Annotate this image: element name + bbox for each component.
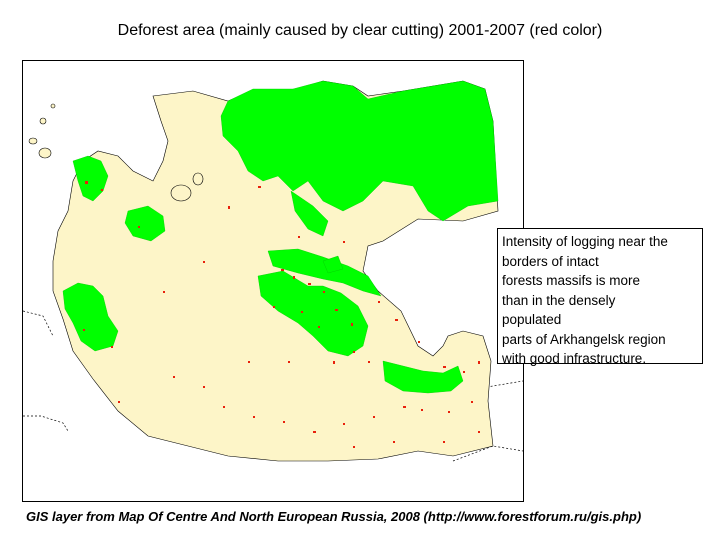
map-frame [22, 60, 524, 502]
callout-line: borders of intact [502, 253, 599, 269]
callout-line: Intensity of logging near the [502, 234, 668, 249]
logging-intensity-callout: Intensity of logging near the borders of… [497, 228, 703, 366]
callout-line: populated [502, 312, 562, 327]
coastal-islands [28, 103, 204, 202]
source-caption: GIS layer from Map Of Centre And North E… [26, 509, 642, 524]
callout-line: with good infrastructure. [502, 351, 647, 366]
deforestation-patches [83, 181, 480, 448]
intact-forest-massifs [62, 80, 499, 394]
callout-line: forests massifs is more [502, 273, 641, 288]
callout-line: than in the densely [502, 292, 616, 308]
callout-line: parts of Arkhangelsk region [502, 331, 666, 347]
region-map [23, 80, 523, 462]
map-title: Deforest area (mainly caused by clear cu… [117, 22, 603, 39]
